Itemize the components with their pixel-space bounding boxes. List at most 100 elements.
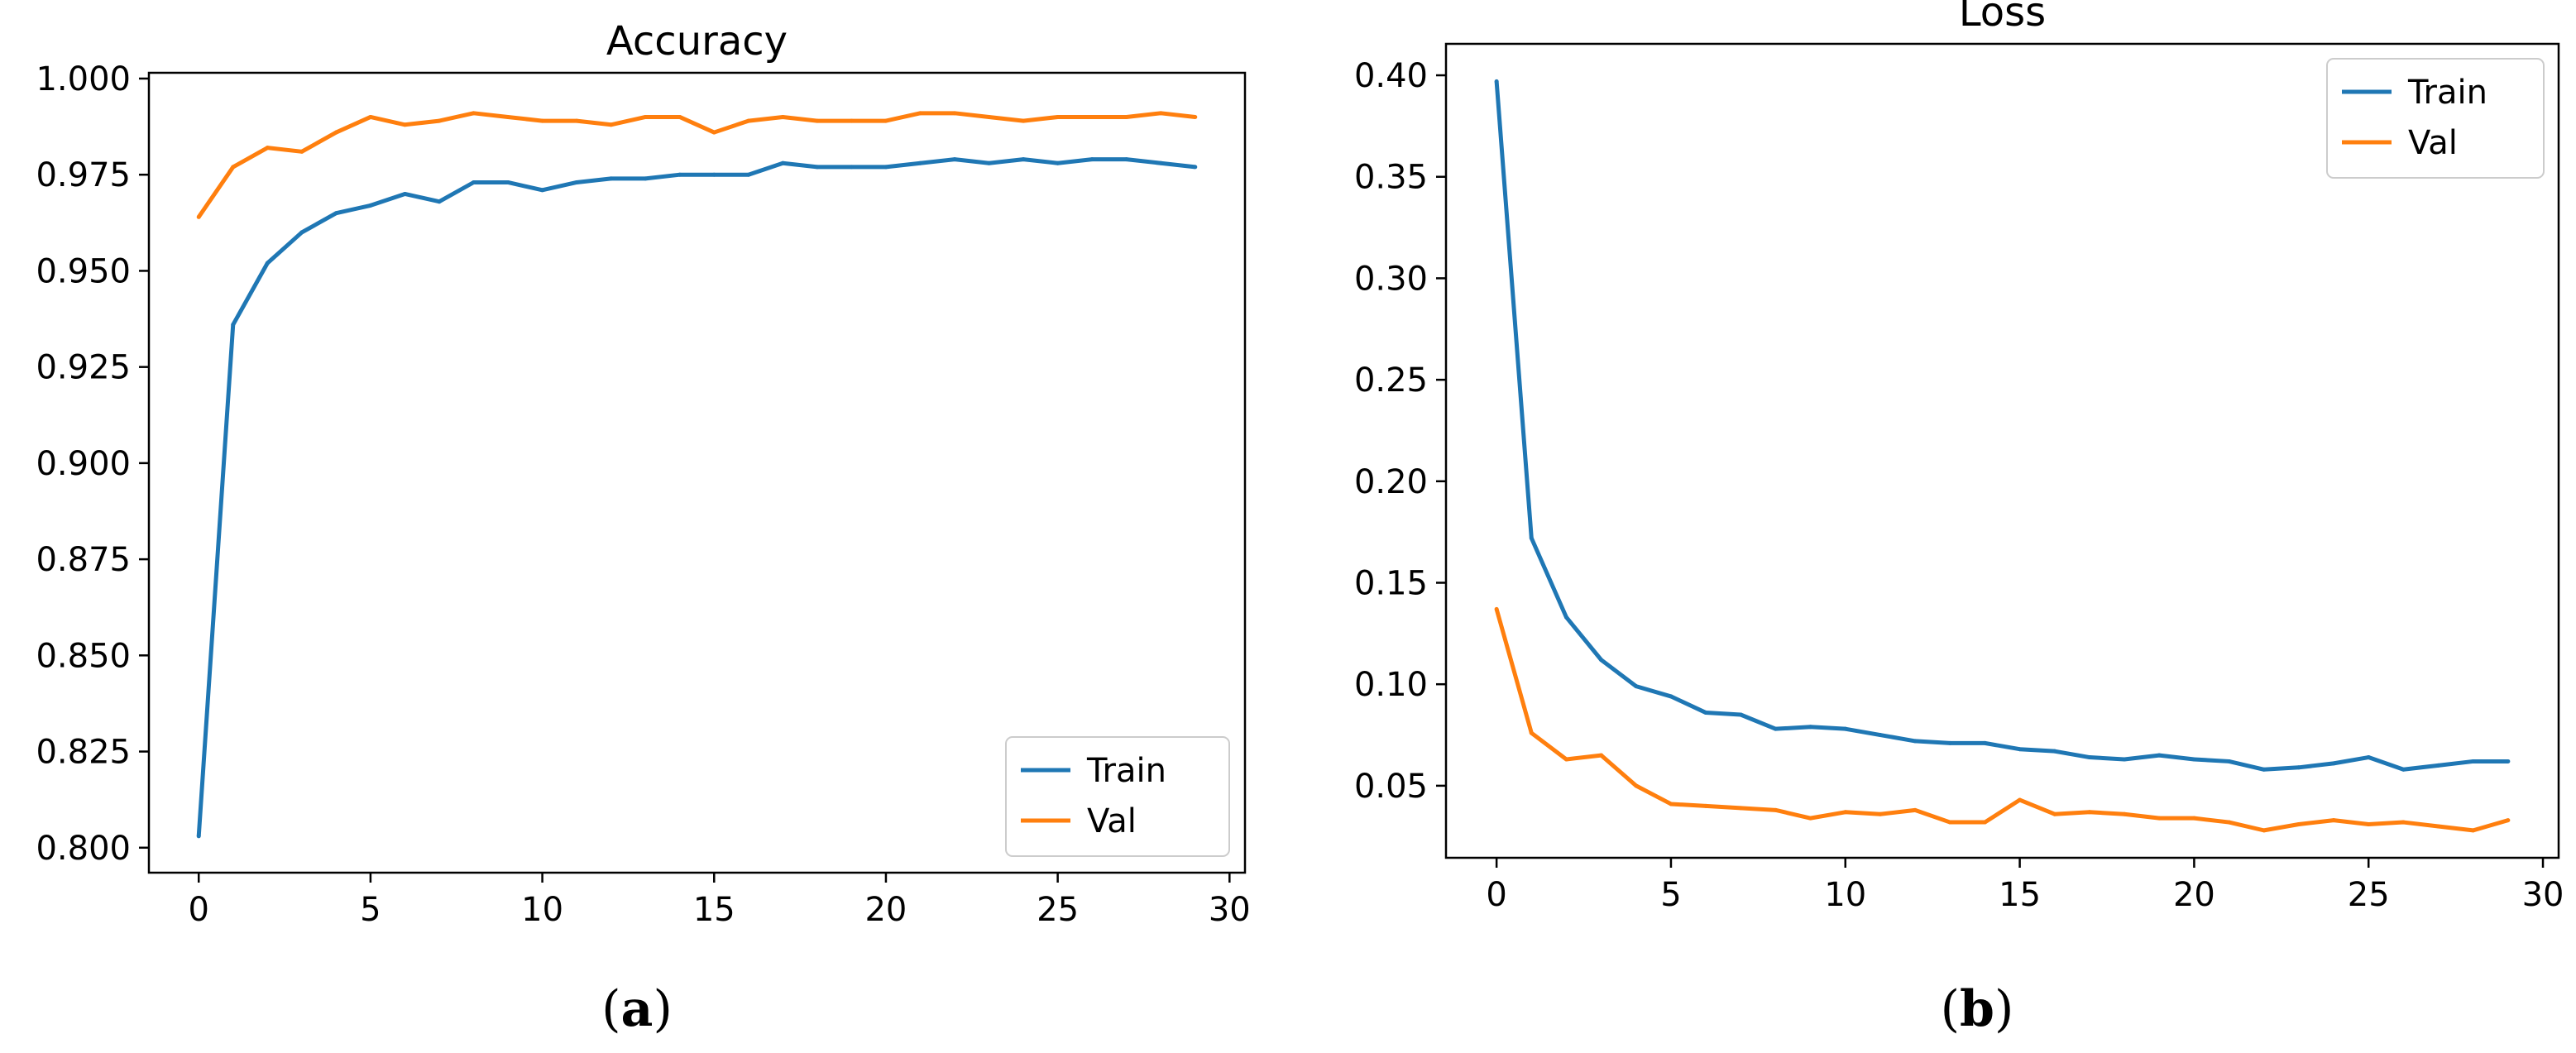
data-point-train — [987, 160, 992, 165]
x-tick-label: 10 — [1824, 876, 1866, 914]
data-point-train — [2366, 755, 2371, 760]
loss-chart: Loss 0 5 10 15 20 25 30 0.05 0.10 0.15 0.20 0.25 0.30… — [1354, 0, 2564, 914]
y-tick-label: 0.950 — [36, 252, 131, 290]
data-point-train — [917, 160, 922, 165]
data-point-val — [2331, 818, 2336, 823]
data-point-train — [1982, 740, 1987, 745]
y-tick-label: 1.000 — [36, 60, 131, 98]
x-tick-label: 25 — [2348, 876, 2390, 914]
y-tick-label: 0.10 — [1354, 666, 1428, 704]
data-point-val — [952, 111, 957, 116]
data-point-val — [231, 165, 236, 170]
y-tick-label: 0.800 — [36, 830, 131, 868]
data-point-train — [540, 188, 545, 193]
data-point-train — [265, 261, 270, 266]
data-point-train — [849, 165, 854, 170]
x-tick-label: 5 — [1660, 876, 1681, 914]
data-point-train — [1808, 725, 1813, 730]
data-point-train — [1529, 536, 1534, 541]
accuracy-panel: Accuracy 0 5 10 15 20 25 30 0.800 0.825 0.850 0.875… — [36, 18, 1251, 929]
data-point-train — [1599, 658, 1604, 663]
data-point-val — [678, 114, 682, 119]
caption-a-letter: a — [620, 980, 654, 1038]
data-point-train — [2262, 767, 2267, 772]
data-point-val — [299, 149, 304, 154]
data-point-train — [2122, 757, 2127, 762]
chart-title: Loss — [1959, 0, 2046, 36]
data-point-val — [1124, 114, 1129, 119]
data-point-val — [917, 111, 922, 116]
series-line-train — [1494, 81, 2508, 772]
legend-label-val: Val — [2408, 124, 2458, 162]
data-point-val — [643, 114, 648, 119]
data-point-train — [1124, 157, 1129, 162]
data-point-train — [333, 211, 338, 216]
data-point-val — [505, 114, 510, 119]
data-point-val — [540, 118, 545, 123]
data-point-train — [643, 176, 648, 181]
y-tick-label: 0.40 — [1354, 57, 1428, 95]
data-point-val — [2191, 816, 2196, 821]
data-point-val — [2366, 822, 2371, 827]
data-point-val — [849, 118, 854, 123]
x-tick-label: 25 — [1037, 891, 1079, 929]
data-point-train — [1913, 739, 1918, 744]
data-point-val — [2052, 811, 2057, 816]
data-point-val — [2471, 828, 2476, 833]
data-point-val — [746, 118, 751, 123]
y-tick-label: 0.875 — [36, 541, 131, 579]
legend: Train Val — [2326, 58, 2545, 179]
data-point-val — [815, 118, 820, 123]
y-tick-label: 0.30 — [1354, 260, 1428, 298]
data-point-val — [1947, 820, 1952, 825]
data-point-train — [2506, 759, 2511, 763]
data-point-val — [1056, 114, 1061, 119]
data-point-train — [815, 165, 820, 170]
data-point-val — [2227, 820, 2232, 825]
data-point-val — [1529, 730, 1534, 735]
data-point-train — [1158, 160, 1163, 165]
data-point-train — [368, 203, 373, 208]
y-tick-label: 0.850 — [36, 637, 131, 675]
data-point-train — [2018, 747, 2023, 752]
data-point-train — [574, 179, 579, 184]
data-point-val — [883, 118, 888, 123]
data-point-val — [2401, 820, 2406, 825]
data-point-train — [952, 157, 957, 162]
data-point-val — [1843, 810, 1848, 815]
y-tick-label: 0.15 — [1354, 565, 1428, 603]
data-point-val — [368, 114, 373, 119]
data-point-train — [2227, 759, 2232, 763]
x-tick-label: 30 — [1209, 891, 1251, 929]
data-point-val — [472, 111, 476, 116]
data-point-val — [196, 214, 201, 219]
data-point-train — [2087, 755, 2092, 760]
plot-frame — [1444, 42, 2560, 859]
caption-b-letter: b — [1960, 980, 1994, 1038]
data-point-val — [1703, 803, 1708, 808]
data-point-val — [1021, 118, 1026, 123]
data-point-train — [2436, 763, 2441, 768]
x-tick-label: 10 — [521, 891, 563, 929]
caption-a: (a) — [601, 980, 673, 1038]
data-point-train — [1703, 711, 1708, 716]
x-tick-label: 15 — [1999, 876, 2041, 914]
data-point-val — [2296, 822, 2301, 827]
y-tick-label: 0.975 — [36, 156, 131, 194]
plot-frame — [147, 71, 1247, 874]
legend-label-train: Train — [2407, 74, 2487, 112]
x-tick-label: 15 — [693, 891, 735, 929]
data-point-train — [1947, 740, 1952, 745]
data-point-train — [2157, 753, 2162, 758]
data-point-val — [402, 122, 407, 127]
y-tick-label: 0.35 — [1354, 159, 1428, 197]
data-point-train — [2331, 761, 2336, 766]
data-point-val — [265, 146, 270, 151]
data-point-train — [231, 323, 236, 328]
data-point-val — [2018, 797, 2023, 802]
data-point-train — [883, 165, 888, 170]
data-point-val — [437, 118, 442, 123]
x-tick-label: 30 — [2522, 876, 2564, 914]
data-point-train — [1193, 165, 1198, 170]
